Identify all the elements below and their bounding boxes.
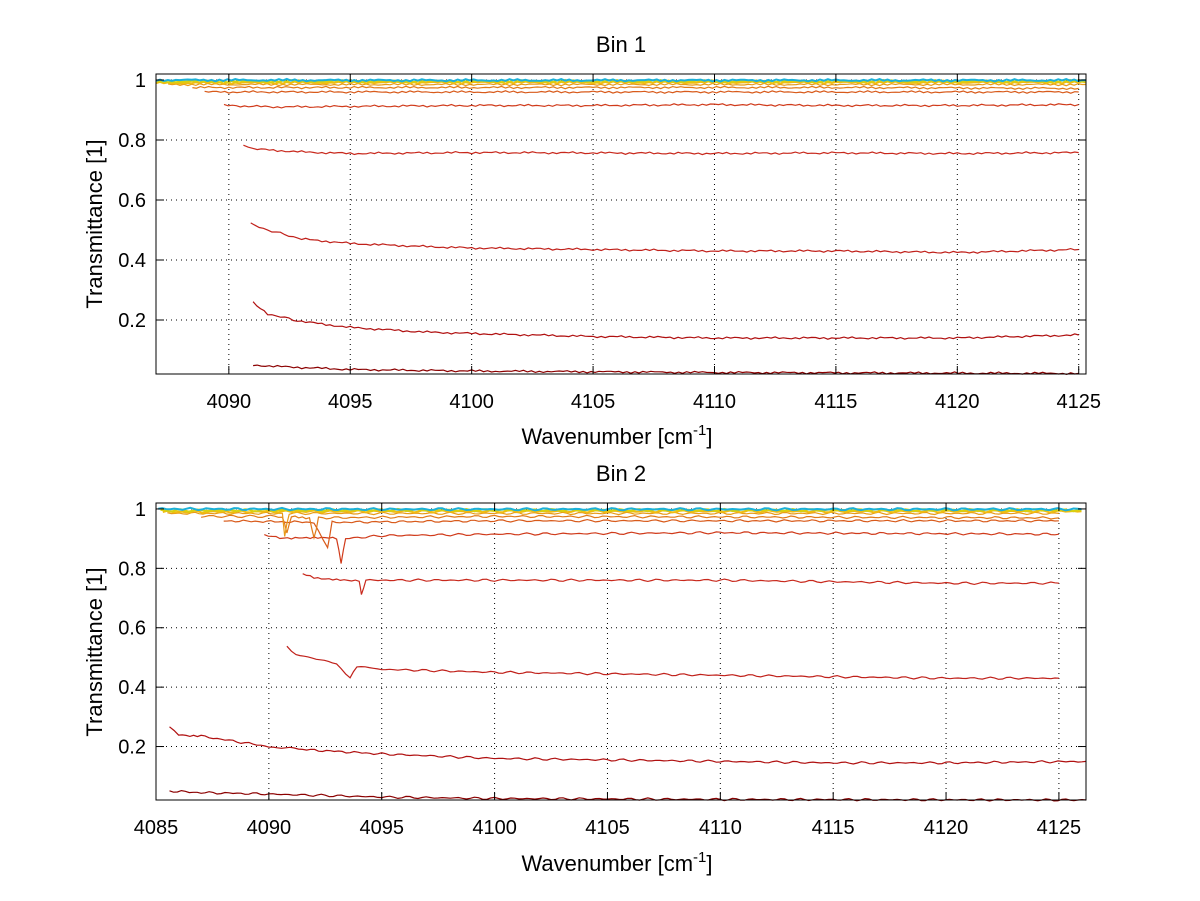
bin2-ylabel: Transmittance [1] <box>82 567 107 736</box>
bin2-xtick-label: 4115 <box>812 817 855 839</box>
bin1-series-line <box>243 144 1079 156</box>
bin2-ytick-label: 0.2 <box>118 737 146 759</box>
bin2-series-line <box>302 573 1059 595</box>
bin2-ytick-label: 0.4 <box>118 677 146 699</box>
bin2-series-line <box>169 726 1087 765</box>
bin2-series-line <box>286 645 1059 680</box>
bin2-xtick-label: 4090 <box>247 817 292 839</box>
bin1-xlabel-end: ] <box>706 424 712 449</box>
bin2-series-line <box>200 514 1059 541</box>
bin1-xlabel-superscript: -1 <box>693 422 706 439</box>
bin1-xtick-label: 4100 <box>449 391 494 413</box>
bin2-chart-title: Bin 2 <box>596 461 646 486</box>
bin1-ytick-label: 0.4 <box>118 250 146 272</box>
bin1-ytick-label: 0.6 <box>118 190 146 212</box>
bin1-xtick-label: 4115 <box>814 391 857 413</box>
bin2-series-group <box>158 506 1087 802</box>
bin1-series-line <box>253 364 1079 376</box>
bin2-xtick-label: 4110 <box>699 817 742 839</box>
bin1-series-line <box>192 85 1079 91</box>
bin1-ytick-label: 0.2 <box>118 310 146 332</box>
bin2-xlabel-end: ] <box>706 851 712 876</box>
bin1-series-line <box>204 90 1079 94</box>
bin2-ytick-label: 0.8 <box>118 558 146 580</box>
bin2-series-line <box>223 518 1059 550</box>
bin1-ytick-label: 1 <box>135 70 146 92</box>
bin1-grid <box>156 74 1086 374</box>
bin1-xlabel: Wavenumber [cm-1] <box>521 422 712 449</box>
bin1-xtick-label: 4110 <box>693 391 736 413</box>
bin2-xtick-label: 4095 <box>359 817 404 839</box>
bin1-chart-title: Bin 1 <box>596 32 646 57</box>
bin1-series-group <box>155 77 1087 376</box>
bin2-xtick-label: 4125 <box>1037 817 1082 839</box>
bin2-xtick-label: 4100 <box>472 817 517 839</box>
bin2-series-line <box>167 511 1059 537</box>
bin1-ticks: 4090 4095 4100 4105 4110 4115 4120 4125 0.2 0.4 0.… <box>118 70 1101 413</box>
bin2-ytick-label: 1 <box>135 499 146 521</box>
bin1-series-line <box>250 222 1079 254</box>
bin1-subplot: Bin 1 4090 4095 4100 4105 4110 4115 4120 4125 0.… <box>82 32 1101 449</box>
bin2-ytick-label: 0.6 <box>118 618 146 640</box>
bin2-xlabel: Wavenumber [cm-1] <box>521 849 712 876</box>
bin2-plot-frame <box>155 502 1087 801</box>
bin2-xtick-label: 4105 <box>585 817 630 839</box>
bin2-ticks: 4085 4090 4095 4100 4105 4110 4115 4120 4125 0.2 0… <box>118 499 1086 839</box>
bin1-ylabel: Transmittance [1] <box>82 139 107 308</box>
bin2-series-line <box>158 506 1082 512</box>
bin1-xtick-label: 4090 <box>207 391 252 413</box>
bin1-xlabel-main: Wavenumber [cm <box>521 424 693 449</box>
bin1-series-line <box>167 82 1086 87</box>
bin2-xtick-label: 4085 <box>134 817 179 839</box>
bin1-plot-frame <box>155 73 1087 375</box>
bin2-xlabel-main: Wavenumber [cm <box>521 851 693 876</box>
bin1-series-line <box>155 77 1087 83</box>
bin1-xtick-label: 4125 <box>1056 391 1101 413</box>
bin2-series-line <box>264 531 1059 564</box>
bin1-ytick-label: 0.8 <box>118 130 146 152</box>
bin2-grid <box>155 503 1086 800</box>
bin2-subplot: Bin 2 4085 4090 4095 4100 4105 4110 4115 4120 41… <box>82 461 1087 876</box>
bin1-series-line <box>252 301 1079 340</box>
bin1-series-line <box>223 103 1079 109</box>
bin1-series-line <box>155 78 1087 84</box>
bin2-xlabel-superscript: -1 <box>693 849 706 866</box>
bin1-xtick-label: 4095 <box>328 391 373 413</box>
bin1-xtick-label: 4120 <box>935 391 980 413</box>
bin2-xtick-label: 4120 <box>924 817 969 839</box>
bin1-xtick-label: 4105 <box>571 391 616 413</box>
bin2-series-line <box>169 789 1087 802</box>
